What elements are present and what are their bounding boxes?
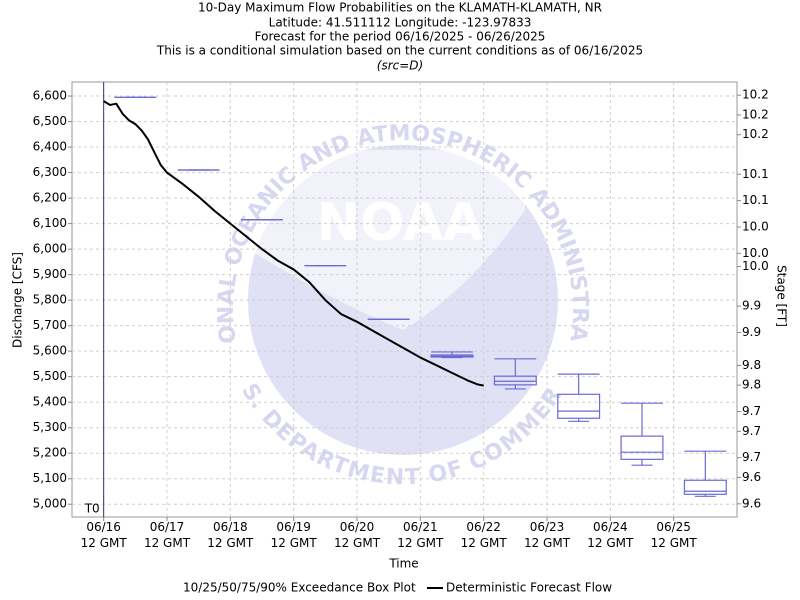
- box-body: [620, 435, 664, 460]
- y2-tick-label: 10.0: [742, 246, 769, 260]
- y-tick-label: 6,400: [33, 140, 67, 154]
- y-axis-label: Discharge [CFS]: [11, 252, 25, 348]
- y-tick-label: 6,100: [33, 216, 67, 230]
- subtitle: Forecast for the period 06/16/2025 - 06/…: [255, 30, 546, 44]
- y-tick-label: 5,500: [33, 369, 67, 383]
- y-tick-label: 6,300: [33, 165, 67, 179]
- y2-tick-label: 10.2: [742, 127, 769, 141]
- grid: [72, 82, 737, 517]
- y2-axis-label: Stage [FT]: [775, 265, 789, 327]
- box: [493, 358, 537, 390]
- y2-tick-label: 9.8: [742, 378, 761, 392]
- y-tick-label: 5,200: [33, 446, 67, 460]
- y-tick-label: 6,600: [33, 89, 67, 103]
- box: [620, 402, 664, 466]
- y2-tick-label: 9.6: [742, 470, 761, 484]
- box: [430, 351, 474, 359]
- marker-label: T0: [84, 502, 100, 516]
- y2-tick-label: 9.6: [742, 496, 761, 510]
- legend: 10/25/50/75/90% Exceedance Box Plot Deter…: [183, 581, 612, 595]
- x-tick-label: 06/21 12 GMT: [397, 520, 444, 550]
- x-tick-label: 06/16 12 GMT: [80, 520, 127, 550]
- box-body: [557, 393, 601, 419]
- y2-tick-label: 9.7: [742, 424, 761, 438]
- chart-title: 10-Day Maximum Flow Probabilities on the…: [198, 1, 602, 15]
- y-tick-label: 5,400: [33, 395, 67, 409]
- y2-tick-label: 10.0: [742, 259, 769, 273]
- subtitle: This is a conditional simulation based o…: [156, 44, 643, 58]
- y-tick-label: 6,500: [33, 114, 67, 128]
- box-body: [493, 375, 537, 386]
- y-tick-label: 6,000: [33, 242, 67, 256]
- legend-label: 10/25/50/75/90% Exceedance Box Plot: [183, 581, 416, 595]
- x-tick-label: 06/20 12 GMT: [333, 520, 381, 550]
- subtitle: (src=D): [377, 59, 423, 73]
- y2-tick-label: 9.8: [742, 358, 761, 372]
- box: [557, 373, 601, 422]
- watermark-wave: [250, 150, 525, 330]
- legend-label: Deterministic Forecast Flow: [446, 581, 612, 595]
- box: [683, 450, 727, 497]
- watermark-logo: NOAA: [317, 193, 484, 253]
- y-tick-label: 5,800: [33, 293, 67, 307]
- y2-tick-label: 10.1: [742, 193, 769, 207]
- x-tick-label: 06/24 12 GMT: [587, 520, 634, 550]
- y2-tick-label: 10.0: [742, 220, 769, 234]
- y2-tick-label: 9.9: [742, 325, 761, 339]
- x-tick-label: 06/18 12 GMT: [207, 520, 254, 550]
- y-tick-label: 5,300: [33, 420, 67, 434]
- y-tick-label: 5,000: [33, 497, 67, 511]
- y-tick-label: 5,700: [33, 318, 67, 332]
- y-tick-label: 6,200: [33, 191, 67, 205]
- y-tick-label: 5,100: [33, 471, 67, 485]
- y2-tick-label: 10.2: [742, 88, 769, 102]
- y2-tick-label: 9.9: [742, 299, 761, 313]
- y-tick-label: 5,900: [33, 267, 67, 281]
- x-tick-label: 06/25 12 GMT: [650, 520, 697, 550]
- subtitle: Latitude: 41.511112 Longitude: -123.9783…: [269, 16, 532, 30]
- forecast-line: [103, 100, 484, 387]
- x-tick-label: 06/17 12 GMT: [143, 520, 191, 550]
- y2-tick-label: 10.1: [742, 167, 769, 181]
- x-tick-label: 06/22 12 GMT: [460, 520, 507, 550]
- y-tick-label: 5,600: [33, 344, 67, 358]
- y2-tick-label: 9.7: [742, 450, 761, 464]
- x-tick-label: 06/23 12 GMT: [523, 520, 571, 550]
- x-tick-label: 06/19 12 GMT: [270, 520, 317, 550]
- x-axis-label: Time: [388, 557, 418, 571]
- box-body: [683, 479, 727, 495]
- y2-tick-label: 10.2: [742, 107, 769, 121]
- y2-tick-label: 9.7: [742, 404, 761, 418]
